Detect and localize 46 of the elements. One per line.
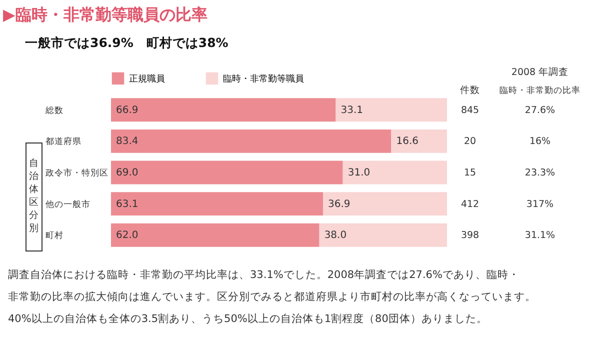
bar xyxy=(111,129,392,153)
bar xyxy=(342,160,447,184)
bar xyxy=(111,160,343,184)
bar xyxy=(111,223,320,247)
text: 臨時・非常勤の比率 xyxy=(500,85,580,96)
text: 27.6% xyxy=(524,104,556,116)
bar xyxy=(111,98,336,122)
text: 40%以上の自治体も全体の3.5割あり、うち50%以上の自治体も1割程度（80団体）ありました。 xyxy=(8,312,488,325)
text: 16% xyxy=(529,136,551,148)
data-label: 66.9 xyxy=(116,104,138,116)
chart-subtitle: 一般市では36.9% 町村では38% xyxy=(25,35,229,50)
text: 20 xyxy=(464,136,476,148)
bar xyxy=(323,192,447,216)
bar xyxy=(391,129,447,153)
text: 23.3% xyxy=(524,168,556,178)
data-label: 83.4 xyxy=(116,136,138,148)
legend-label: 正規職員 xyxy=(129,73,165,84)
data-label: 62.0 xyxy=(116,230,138,242)
data-label: 69.0 xyxy=(116,168,138,178)
text: 非常勤の比率の拡大傾向は進んでいます。区分別でみると都道府県より市町村の比率が高くなっています。 xyxy=(8,290,536,303)
chart-title: ▶臨時・非常勤等職員の比率 xyxy=(3,5,208,24)
bar xyxy=(319,223,447,247)
bar xyxy=(336,98,447,122)
text: 412 xyxy=(460,198,480,210)
y-tick-label: 政令市・特別区 xyxy=(46,168,108,178)
y-tick-label: 都道府県 xyxy=(46,136,82,148)
text: 31.1% xyxy=(524,230,556,242)
text: 845 xyxy=(460,104,480,116)
data-label: 33.1 xyxy=(340,104,364,116)
data-label: 63.1 xyxy=(116,198,138,210)
data-label: 36.9 xyxy=(328,198,350,210)
y-tick-label: 総数 xyxy=(44,104,64,116)
text: 調査自治体における臨時・非常勤の平均比率は、33.1%でした。2008年調査では27.6%であり、臨時・ xyxy=(8,268,520,281)
text: 2008 年調査 xyxy=(511,66,569,78)
data-label: 16.6 xyxy=(396,136,418,148)
y-tick-label: 他の一般市 xyxy=(46,198,90,210)
text: 317% xyxy=(526,198,554,210)
data-label: 38.0 xyxy=(324,230,347,242)
y-tick-label: 町村 xyxy=(46,230,64,242)
text: 件数 xyxy=(460,85,480,96)
text: 自治体区分別 xyxy=(29,157,39,234)
text: 398 xyxy=(460,230,480,242)
data-label: 31.0 xyxy=(348,168,370,178)
legend-label: 臨時・非常勤等職員 xyxy=(223,73,304,84)
bar xyxy=(111,192,324,216)
text: 15 xyxy=(464,168,476,178)
